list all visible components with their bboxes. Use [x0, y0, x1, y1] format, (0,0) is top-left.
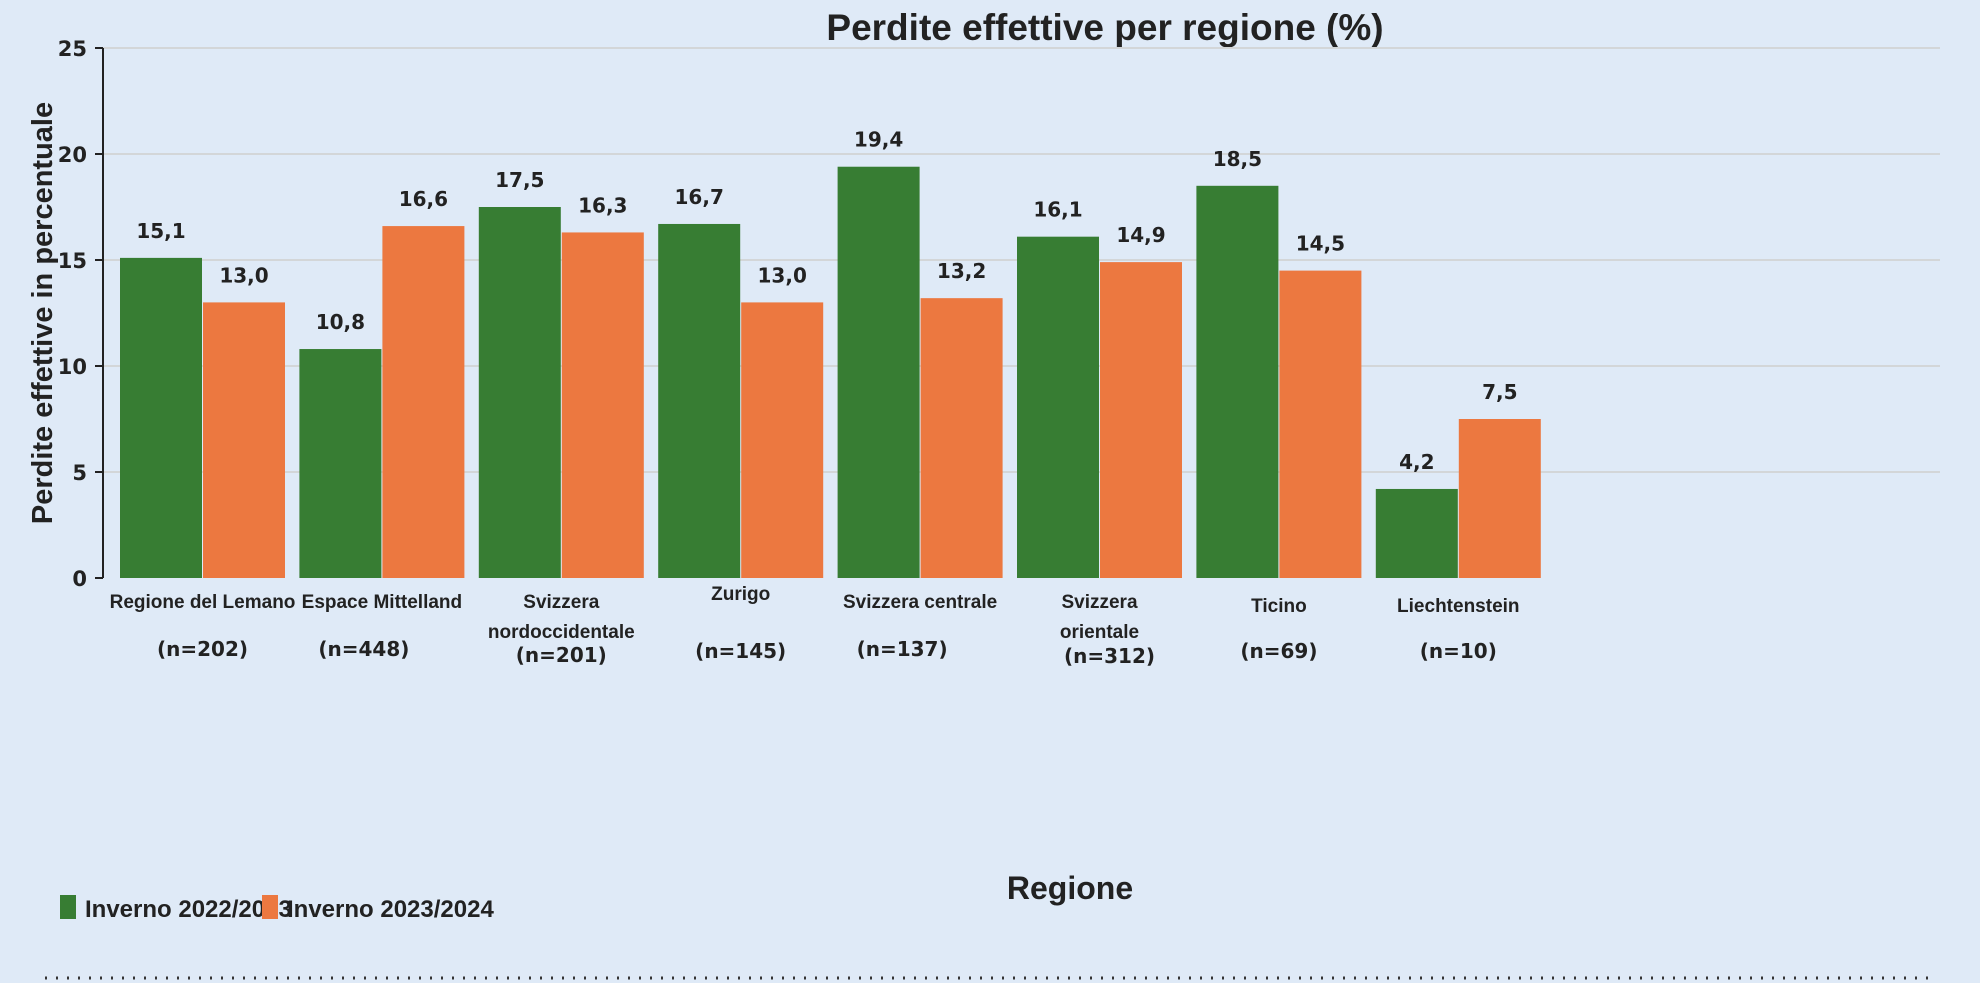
- y-tick-label: 20: [58, 143, 87, 167]
- data-labels: 15,1 10,8 17,5 16,7 19,4 16,1 18,5 4,2 13,0 16,6 1…: [136, 128, 1517, 474]
- y-tick-label: 10: [58, 355, 87, 379]
- bar-winter-2023-2024: [741, 302, 824, 578]
- bar-winter-2023-2024: [1279, 270, 1362, 578]
- legend-swatch: [60, 895, 76, 919]
- y-tick-label: 5: [72, 461, 87, 485]
- category-label: Svizzera: [523, 592, 599, 613]
- bar-winter-2022-2023: [478, 207, 561, 578]
- y-axis-label: Perdite effettive in percentuale: [27, 102, 59, 524]
- category-group: Regione del Lemano (n=202): [110, 592, 296, 661]
- category-label: Liechtenstein: [1397, 596, 1519, 617]
- legend-label: Inverno 2023/2024: [287, 896, 494, 923]
- sample-size-label: (n=448): [318, 637, 409, 661]
- category-group: Svizzera orientale(n=312): [1060, 592, 1155, 668]
- category-group: Svizzera nordoccidentale(n=201): [488, 592, 635, 667]
- y-tick-label: 25: [58, 37, 87, 61]
- sample-size-label: (n=69): [1240, 639, 1317, 663]
- bar-winter-2023-2024: [1458, 419, 1541, 578]
- bar-winter-2022-2023: [120, 257, 202, 578]
- category-label: Regione del Lemano: [110, 592, 296, 613]
- x-axis-label: Regione: [1007, 870, 1133, 906]
- data-label: 18,5: [1213, 147, 1262, 171]
- bar-winter-2022-2023: [658, 223, 741, 578]
- data-label: 13,0: [758, 263, 807, 287]
- sample-size-label: (n=10): [1420, 639, 1497, 663]
- data-label: 16,3: [578, 193, 627, 217]
- sample-size-label: (n=145): [695, 639, 786, 663]
- data-label: 13,0: [219, 263, 268, 287]
- data-label: 10,8: [316, 310, 365, 334]
- data-label: 13,2: [937, 259, 986, 283]
- data-label: 4,2: [1399, 450, 1434, 474]
- category-label: Svizzera: [1061, 592, 1137, 613]
- bar-winter-2022-2023: [1017, 236, 1099, 578]
- data-label: 14,9: [1116, 223, 1165, 247]
- category-label: orientale: [1060, 622, 1139, 643]
- category-label: Espace Mittelland: [302, 592, 463, 613]
- sample-size-label: (n=201): [516, 643, 607, 667]
- data-label: 16,7: [675, 185, 724, 209]
- y-axis: 0 5 10 15 20 25: [58, 37, 104, 591]
- sample-size-label: (n=312): [1064, 644, 1155, 668]
- data-label: 7,5: [1482, 380, 1517, 404]
- bar-winter-2023-2024: [1100, 262, 1182, 578]
- bar-winter-2022-2023: [837, 166, 920, 578]
- bar-winter-2023-2024: [920, 298, 1003, 578]
- category-label: nordoccidentale: [488, 622, 635, 643]
- bar-winter-2022-2023: [1196, 185, 1279, 579]
- sample-size-label: (n=137): [857, 637, 948, 661]
- bar-winter-2022-2023: [1375, 488, 1458, 578]
- data-label: 17,5: [495, 168, 544, 192]
- chart-title: Perdite effettive per regione (%): [826, 7, 1383, 48]
- category-label: Ticino: [1251, 596, 1307, 617]
- legend-item: Inverno 2022/2023: [60, 895, 292, 923]
- category-group: Zurigo (n=145): [695, 584, 786, 663]
- y-tick-label: 0: [72, 567, 87, 591]
- category-label: Svizzera centrale: [843, 592, 997, 613]
- data-label: 16,1: [1033, 198, 1082, 222]
- category-label: Zurigo: [711, 584, 770, 605]
- category-labels: Regione del Lemano (n=202) Espace Mittella…: [110, 584, 1520, 668]
- bar-winter-2023-2024: [382, 226, 465, 578]
- bars: [120, 166, 1541, 579]
- legend-label: Inverno 2022/2023: [85, 896, 292, 923]
- data-label: 15,1: [136, 219, 185, 243]
- legend-item: Inverno 2023/2024: [262, 895, 494, 923]
- bar-winter-2023-2024: [561, 232, 644, 578]
- category-group: Liechtenstein (n=10): [1397, 596, 1519, 663]
- data-label: 14,5: [1296, 232, 1345, 256]
- y-tick-label: 15: [58, 249, 87, 273]
- bar-winter-2023-2024: [203, 302, 285, 578]
- category-group: Svizzera centrale (n=137): [843, 592, 997, 661]
- bar-winter-2022-2023: [299, 349, 382, 578]
- category-group: Ticino (n=69): [1240, 596, 1317, 663]
- data-label: 16,6: [399, 187, 448, 211]
- legend-swatch: [262, 895, 278, 919]
- data-label: 19,4: [854, 128, 903, 152]
- category-group: Espace Mittelland (n=448): [302, 592, 463, 661]
- sample-size-label: (n=202): [157, 637, 248, 661]
